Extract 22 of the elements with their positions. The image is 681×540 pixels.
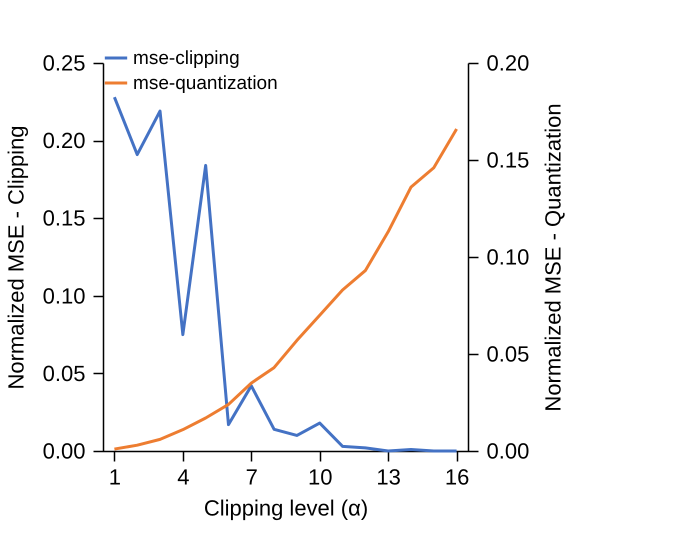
x-tick-label: 13 [376,464,401,490]
y2-tick-label: 0.05 [486,342,530,366]
y-tick-label: 0.15 [42,206,86,231]
y-axis-title: Normalized MSE - Clipping [4,125,29,390]
x-tick-label: 16 [444,464,470,490]
x-axis-title: Clipping level (α) [204,496,368,520]
x-tick-label: 4 [177,464,190,490]
x-tick-label: 7 [246,464,258,490]
x-tick-label: 1 [108,464,122,490]
y-tick-label: 0.20 [42,128,86,154]
y2-tick-label: 0.15 [486,148,530,172]
y2-tick-label: 0.00 [486,438,530,464]
y-tick-label: 0.25 [42,50,86,76]
y-tick-label: 0.05 [42,360,86,386]
y2-axis-title: Normalized MSE - Quantization [540,103,566,412]
y2-tick-label: 0.20 [486,50,530,76]
y-tick-label: 0.00 [42,438,86,464]
legend-label: mse-quantization [133,73,278,94]
x-tick-label: 10 [308,464,332,490]
legend-label: mse-clipping [133,48,240,69]
y-tick-label: 0.10 [42,283,86,308]
y2-tick-label: 0.10 [486,244,530,270]
